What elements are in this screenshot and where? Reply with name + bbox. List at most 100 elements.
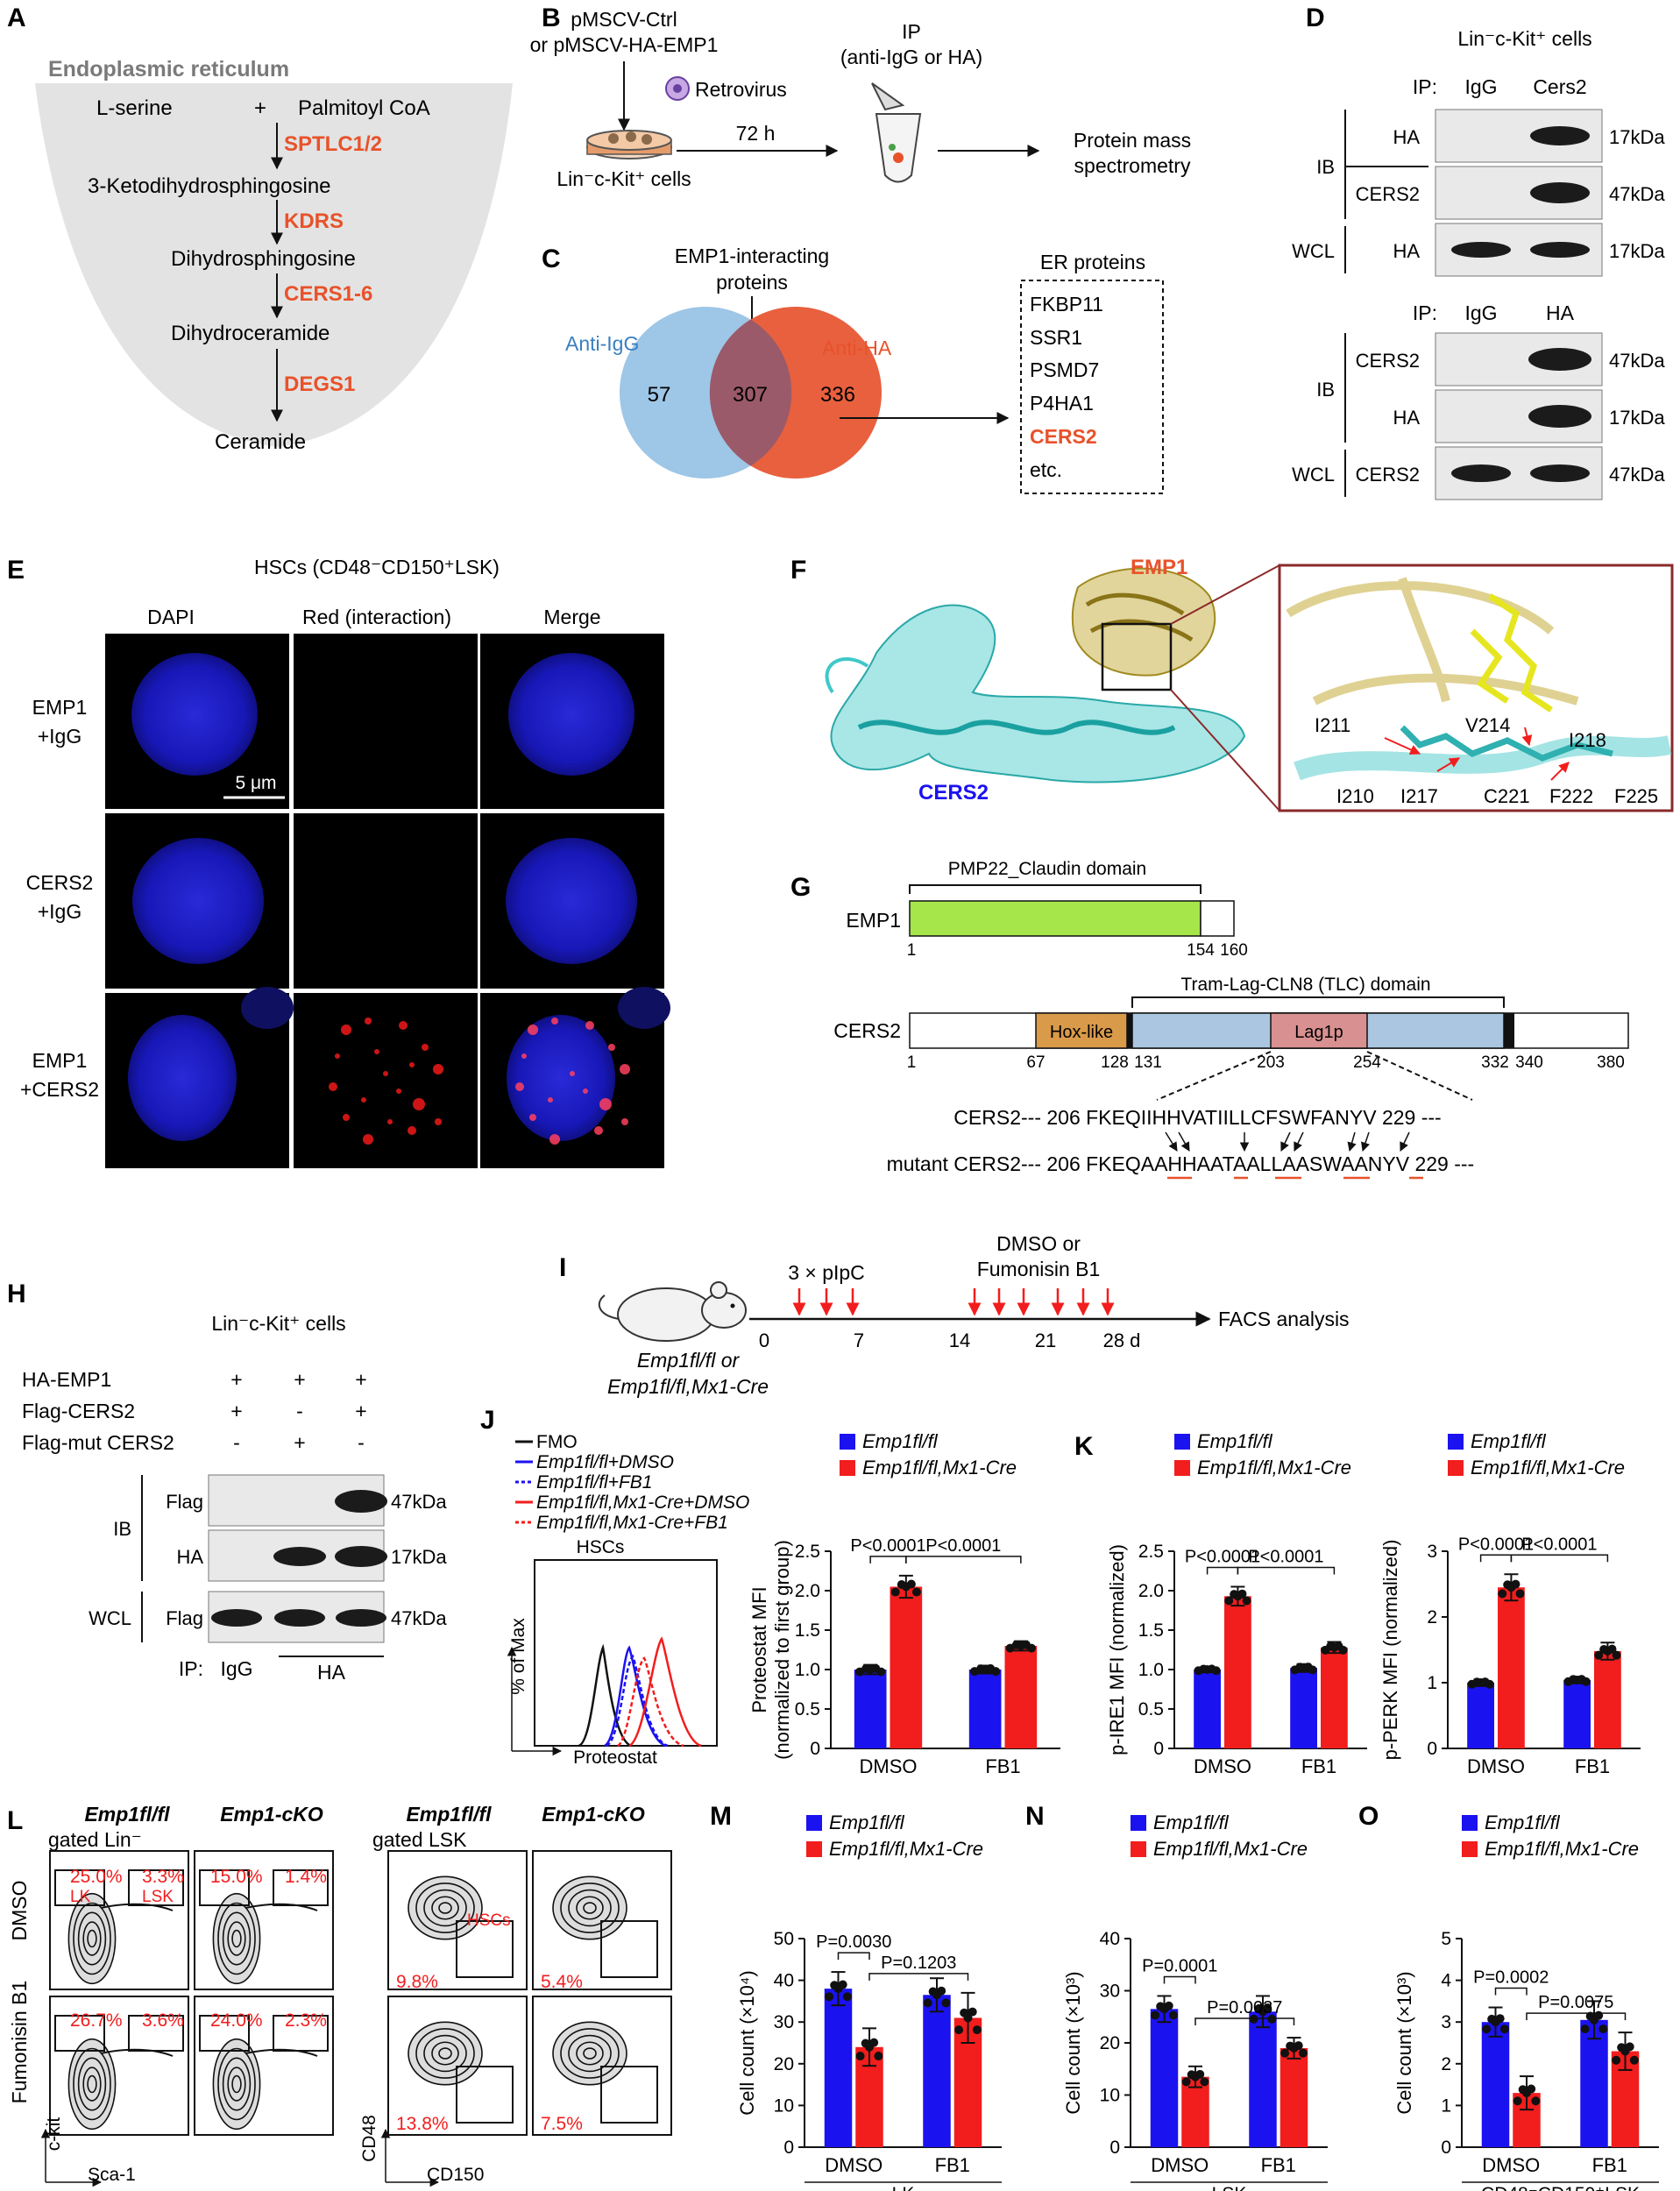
bar bbox=[1498, 1587, 1525, 1748]
data-point bbox=[1612, 1650, 1621, 1660]
contour bbox=[67, 2038, 117, 2131]
p-value: P<0.0001 bbox=[1185, 1548, 1260, 1567]
gate-hsc bbox=[600, 2066, 658, 2124]
p-value: P=0.1203 bbox=[881, 1953, 956, 1973]
tick-label: 67 bbox=[1026, 1053, 1045, 1072]
blot-band bbox=[274, 1609, 325, 1627]
residue-label: I218 bbox=[1569, 729, 1606, 751]
panel-a: A Endoplasmic reticulum L-serine + Palmi… bbox=[7, 4, 513, 454]
p-value: P<0.0001 bbox=[850, 1536, 925, 1556]
gate-percent: 5.4% bbox=[541, 1972, 583, 1992]
y-tick-label: 2.0 bbox=[795, 1581, 820, 1601]
data-point bbox=[1280, 2048, 1290, 2058]
contour bbox=[408, 2021, 483, 2086]
lane-label: HA bbox=[1546, 301, 1575, 324]
enzyme-sptlc: SPTLC1/2 bbox=[284, 132, 382, 156]
injection-arrows bbox=[792, 1288, 1115, 1316]
blot-band bbox=[1528, 405, 1591, 428]
hist-wt-dmso bbox=[604, 1645, 667, 1748]
product-ceramide: Ceramide bbox=[215, 430, 306, 454]
retrovirus-label: Retrovirus bbox=[695, 78, 787, 101]
microscopy-grid bbox=[105, 634, 670, 1168]
data-point bbox=[1181, 2077, 1191, 2087]
data-point bbox=[1294, 2041, 1303, 2051]
y-tick-label: 0 bbox=[783, 2138, 794, 2158]
cers2-label: CERS2 bbox=[918, 781, 989, 805]
panel-b: B pMSCV-Ctrl or pMSCV-HA-EMP1 Retrovirus… bbox=[530, 4, 1191, 190]
condition-mark: + bbox=[355, 1368, 366, 1391]
venn-title-1: EMP1-interacting bbox=[675, 245, 829, 267]
panel-f: F EMP1 CERS2 I211 V214 I218 I210 I21 bbox=[790, 556, 1674, 812]
legend-label: Emp1fl/fl+FB1 bbox=[536, 1472, 652, 1493]
contour bbox=[408, 1875, 483, 1940]
mouse-icon bbox=[598, 1281, 747, 1342]
ip-label: IP bbox=[902, 20, 921, 43]
cers2-protein: CERS2 bbox=[833, 1019, 901, 1042]
blot-title: Lin⁻c-Kit⁺ cells bbox=[211, 1312, 345, 1335]
day-label: 0 bbox=[759, 1329, 769, 1351]
contour bbox=[212, 1892, 261, 1985]
gate-percent: 13.8% bbox=[396, 2114, 449, 2134]
tick-label: 160 bbox=[1220, 941, 1248, 960]
contour bbox=[552, 2021, 627, 2086]
y-tick-label: 0 bbox=[1441, 2138, 1451, 2158]
data-point bbox=[1498, 1589, 1507, 1599]
histogram-title: HSCs bbox=[577, 1537, 625, 1557]
legend-label: Emp1fl/fl,Mx1-Cre+DMSO bbox=[536, 1493, 749, 1513]
data-point bbox=[1164, 2001, 1173, 2010]
gate-percent: 2.3% bbox=[285, 2010, 327, 2031]
gate-label: gated LSK bbox=[372, 1828, 467, 1851]
y-tick-label: 2 bbox=[1441, 2054, 1451, 2074]
contour bbox=[73, 2047, 111, 2121]
data-point bbox=[890, 1587, 900, 1597]
legend-swatch bbox=[1131, 1815, 1146, 1831]
data-point bbox=[869, 2038, 879, 2047]
y-tick-label: 20 bbox=[774, 2054, 794, 2074]
flow-plots bbox=[49, 1850, 672, 2136]
data-point bbox=[1267, 2014, 1277, 2024]
column-label: DAPI bbox=[147, 606, 195, 628]
gate-percent: 7.5% bbox=[541, 2114, 583, 2134]
data-point bbox=[923, 1998, 932, 2008]
legend-swatch bbox=[1174, 1434, 1190, 1450]
size-marker: 17kDa bbox=[391, 1546, 447, 1568]
gate-percent: 15.0% bbox=[210, 1867, 263, 1887]
y-tick-label: 0 bbox=[1109, 2138, 1120, 2158]
sig-bracket bbox=[837, 1952, 870, 1961]
bar bbox=[1467, 1683, 1494, 1748]
er-protein: FKBP11 bbox=[1030, 293, 1103, 316]
data-point bbox=[1263, 2003, 1272, 2013]
legend-label: FMO bbox=[536, 1432, 578, 1452]
ip-label: IP: bbox=[1413, 301, 1437, 324]
contour bbox=[576, 1896, 604, 1920]
p-value: P<0.0001 bbox=[1458, 1535, 1534, 1554]
panel-c: C EMP1-interacting proteins Anti-IgG Ant… bbox=[542, 245, 1164, 494]
hist-wt-fb1 bbox=[606, 1654, 669, 1748]
data-point bbox=[1527, 2084, 1536, 2094]
enzyme-cers: CERS1-6 bbox=[284, 282, 372, 306]
row-label: DMSO bbox=[8, 1881, 31, 1941]
data-point bbox=[1612, 2055, 1621, 2065]
size-marker: 47kDa bbox=[1609, 350, 1665, 372]
bar bbox=[1249, 2011, 1277, 2147]
size-marker: 47kDa bbox=[391, 1607, 447, 1629]
er-protein: SSR1 bbox=[1030, 326, 1082, 349]
contour bbox=[560, 1883, 620, 1933]
tick-label: 340 bbox=[1515, 1053, 1543, 1072]
blot-band bbox=[211, 1609, 262, 1627]
gate-lsk bbox=[128, 2015, 184, 2052]
p-value: P<0.0001 bbox=[1248, 1548, 1323, 1567]
product-ketodihydrosphingosine: 3-Ketodihydrosphingosine bbox=[88, 174, 331, 198]
wcl-label: WCL bbox=[89, 1607, 131, 1629]
er-protein: etc. bbox=[1030, 458, 1062, 481]
contour bbox=[227, 1921, 246, 1956]
y-tick-label: 1 bbox=[1441, 2095, 1451, 2116]
bar bbox=[1290, 1668, 1317, 1748]
row-label: EMP1 bbox=[32, 1049, 88, 1072]
blot-row-label: CERS2 bbox=[1356, 464, 1420, 486]
legend-label: Emp1fl/fl bbox=[862, 1430, 939, 1452]
blot-band bbox=[1528, 348, 1591, 371]
contour bbox=[568, 2034, 612, 2073]
gate-percent: 1.4% bbox=[285, 1867, 327, 1887]
data-point bbox=[1195, 2069, 1205, 2079]
